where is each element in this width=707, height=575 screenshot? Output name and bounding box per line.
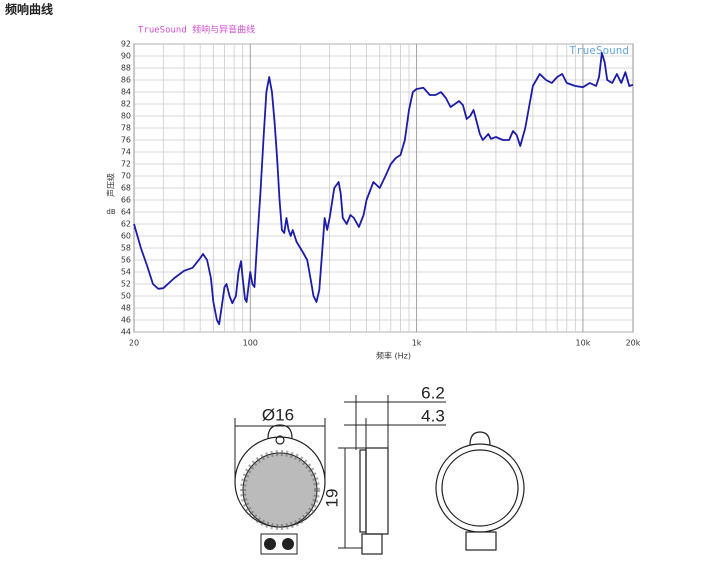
y-tick-label: 88	[121, 64, 131, 73]
y-tick-label: 62	[121, 220, 131, 229]
chart-title: TrueSound 频响与异音曲线	[138, 24, 255, 36]
y-tick-label: 90	[121, 52, 131, 61]
y-tick-label: 68	[121, 184, 131, 193]
y-axis-unit: dB	[106, 208, 115, 216]
back-terminal	[465, 531, 497, 551]
y-tick-label: 46	[121, 316, 131, 325]
y-tick-label: 74	[121, 148, 131, 157]
dim-diameter: Ø16	[262, 405, 294, 424]
y-tick-label: 50	[121, 292, 131, 301]
side-body	[365, 447, 389, 535]
tab-hole	[275, 435, 285, 445]
x-tick-label: 20k	[626, 339, 641, 348]
mesh-texture	[240, 450, 320, 530]
x-tick-label: 1k	[412, 339, 422, 348]
mechanical-drawing: Ø16 6.2 4.3 19	[234, 383, 525, 555]
dim-total-depth: 6.2	[421, 383, 445, 402]
y-tick-label: 48	[121, 304, 131, 313]
side-terminal	[361, 533, 383, 555]
chart: 44 46 48 50 52 54 56 58 60 62 64 66 68 70 72 74 76 78 80 82…	[106, 24, 641, 361]
y-tick-label: 84	[121, 88, 131, 97]
y-tick-label: 66	[121, 196, 131, 205]
y-tick-label: 58	[121, 244, 131, 253]
y-tick-label: 70	[121, 172, 131, 181]
x-axis-label: 频率 (Hz)	[376, 351, 411, 361]
y-tick-label: 78	[121, 124, 131, 133]
terminal	[282, 538, 294, 550]
back-outline	[435, 443, 525, 533]
y-tick-label: 72	[121, 160, 131, 169]
y-tick-label: 80	[121, 112, 131, 121]
y-axis-label: 声压级	[106, 173, 116, 197]
x-tick-label: 20	[129, 339, 139, 348]
response-line	[133, 52, 634, 326]
y-tick-label: 56	[121, 256, 131, 265]
side-front	[359, 449, 367, 533]
x-tick-label: 10k	[576, 339, 591, 348]
terminal	[264, 538, 276, 550]
y-tick-label: 92	[121, 40, 131, 49]
y-tick-label: 76	[121, 136, 131, 145]
y-tick-label: 54	[121, 268, 131, 277]
y-tick-label: 52	[121, 280, 131, 289]
y-tick-label: 60	[121, 232, 131, 241]
y-tick-label: 44	[121, 328, 131, 337]
y-tick-label: 86	[121, 76, 131, 85]
watermark: TrueSound	[569, 44, 629, 57]
back-tab	[469, 431, 491, 446]
x-tick-label: 100	[243, 339, 258, 348]
dim-height: 19	[322, 489, 341, 508]
y-tick-label: 64	[121, 208, 131, 217]
dim-body-depth: 4.3	[421, 406, 445, 425]
front-tab	[267, 424, 293, 439]
page-title: 频响曲线	[5, 2, 53, 17]
y-tick-label: 82	[121, 100, 131, 109]
back-inner	[441, 449, 519, 527]
